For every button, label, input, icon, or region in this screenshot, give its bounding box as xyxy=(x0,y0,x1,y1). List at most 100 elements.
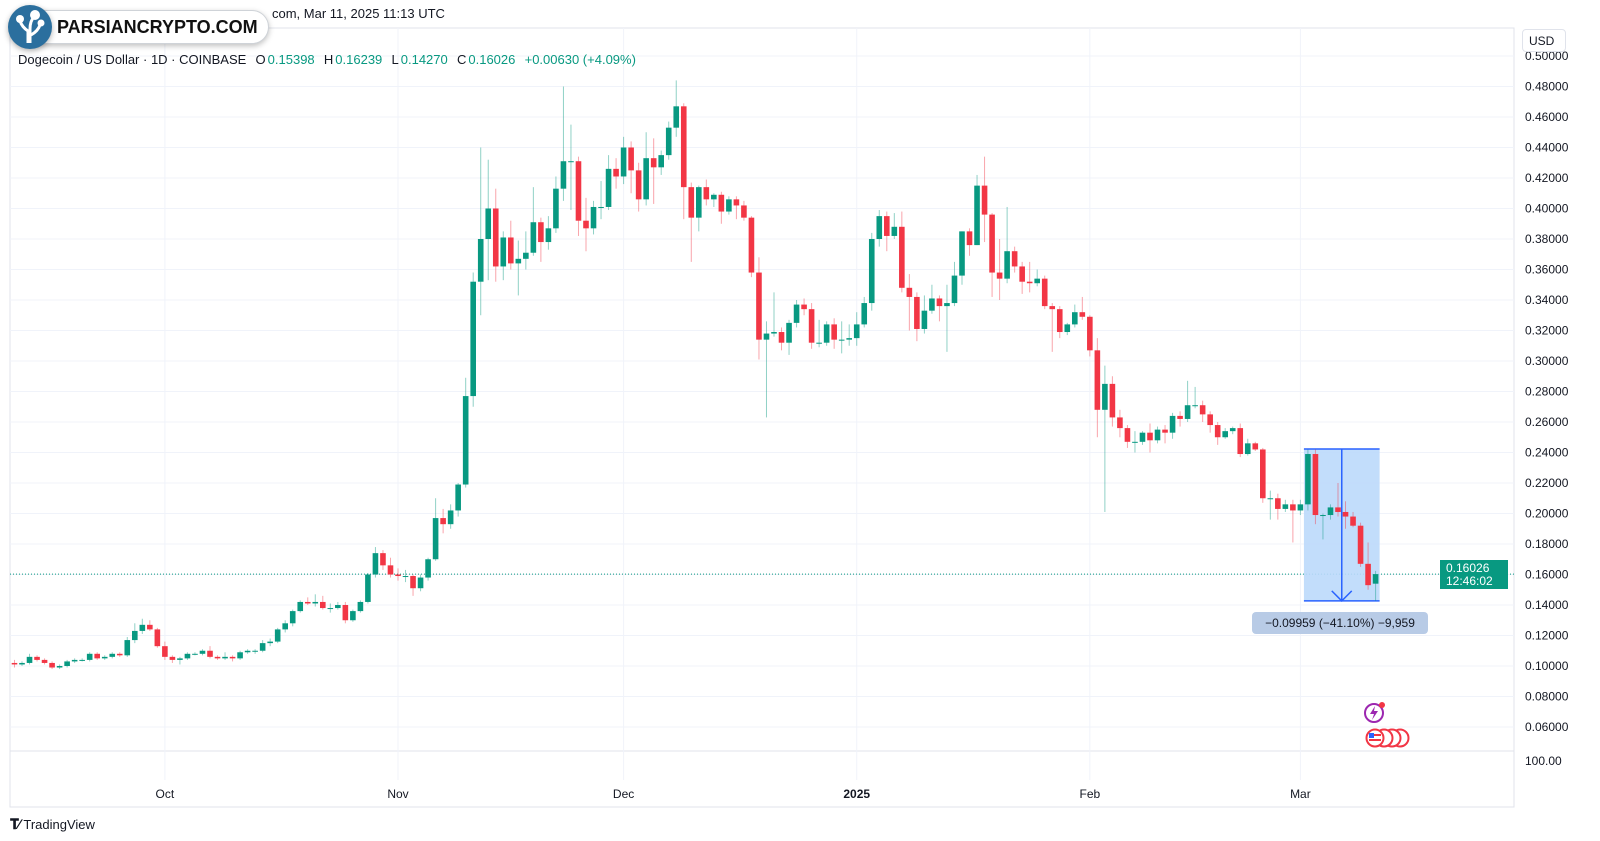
candle-body xyxy=(921,310,928,329)
candle-body xyxy=(1282,504,1289,509)
candle-body xyxy=(395,574,401,577)
candle-body xyxy=(981,185,988,215)
candle-body xyxy=(763,333,770,340)
candle xyxy=(853,312,860,346)
candle xyxy=(237,650,243,660)
candle-body xyxy=(628,147,634,171)
candle xyxy=(1184,380,1191,422)
candle xyxy=(432,498,439,561)
candle xyxy=(199,649,206,656)
candle xyxy=(395,568,401,581)
lower-pane-value: 100.00 xyxy=(1525,754,1562,768)
candle xyxy=(1087,315,1093,357)
candle xyxy=(673,80,680,137)
candle-body xyxy=(1214,425,1221,438)
candle xyxy=(274,627,281,644)
candle xyxy=(726,196,732,215)
candle-body xyxy=(64,661,70,666)
candle xyxy=(643,132,649,206)
candle-body xyxy=(79,659,85,661)
candle-body xyxy=(530,222,537,253)
candle xyxy=(1056,306,1063,339)
candle-body xyxy=(297,601,304,612)
candle-body xyxy=(575,161,582,221)
candle-body xyxy=(222,656,228,659)
candle-body xyxy=(635,170,642,200)
candle xyxy=(101,655,108,660)
candle-body xyxy=(350,611,356,621)
candle-body xyxy=(56,666,63,668)
close-value: 0.16026 xyxy=(468,52,516,67)
candle xyxy=(365,572,371,604)
us-flag-events-icon[interactable] xyxy=(1362,728,1410,748)
price-tick-label: 0.38000 xyxy=(1525,232,1569,246)
candle-body xyxy=(237,652,243,659)
price-tick-label: 0.36000 xyxy=(1525,263,1569,277)
candle xyxy=(831,318,837,349)
time-axis[interactable]: Oct Nov Dec 2025 Feb Mar xyxy=(156,787,1311,801)
candle-body xyxy=(327,608,334,610)
candle-body xyxy=(936,298,943,307)
candle-body xyxy=(523,252,529,259)
candle-body xyxy=(312,601,319,604)
candle-body xyxy=(1147,432,1153,441)
candle-body xyxy=(658,155,664,168)
candle-body xyxy=(477,239,484,282)
tradingview-logo[interactable]: 𝐓∕ TradingView xyxy=(10,816,95,833)
candle-body xyxy=(26,656,33,663)
candle xyxy=(1139,431,1146,445)
lightning-icon[interactable] xyxy=(1360,700,1388,726)
candle-body xyxy=(786,322,792,343)
candle-body xyxy=(733,199,740,206)
candle-body xyxy=(147,624,153,630)
candle xyxy=(49,661,55,670)
candle-body xyxy=(673,106,680,128)
candle-body xyxy=(432,518,439,560)
price-tick-label: 0.50000 xyxy=(1525,49,1569,63)
candle xyxy=(387,557,394,578)
price-axis[interactable]: 0.50000 0.48000 0.46000 0.44000 0.42000 0.400… xyxy=(1525,49,1569,768)
candle xyxy=(1312,449,1319,525)
candle xyxy=(1229,426,1236,435)
candle xyxy=(282,620,288,633)
candle xyxy=(778,327,785,351)
candle-body xyxy=(1064,324,1071,333)
candle-body xyxy=(365,574,371,602)
candle-body xyxy=(665,127,672,156)
candle-body xyxy=(1124,428,1131,442)
candle xyxy=(169,655,176,663)
candle-body xyxy=(545,228,552,243)
candle-body xyxy=(1229,428,1236,432)
candle-body xyxy=(49,662,55,668)
price-tick-label: 0.44000 xyxy=(1525,141,1569,155)
candle-body xyxy=(906,287,913,297)
candle xyxy=(455,483,461,517)
candle-body xyxy=(1305,454,1311,505)
candle xyxy=(974,174,980,246)
price-tick-label: 0.14000 xyxy=(1525,598,1569,612)
candle-body xyxy=(1342,511,1349,517)
currency-button[interactable]: USD xyxy=(1522,29,1566,52)
candle xyxy=(184,652,191,660)
candle-body xyxy=(929,298,935,311)
candle-body xyxy=(1199,405,1206,415)
candle xyxy=(861,296,868,328)
time-tick-label: 2025 xyxy=(843,787,870,801)
candle xyxy=(1049,303,1056,352)
candle xyxy=(207,646,213,659)
candle xyxy=(1154,426,1161,444)
candle xyxy=(605,155,612,211)
candle xyxy=(868,232,875,311)
candle-body xyxy=(259,643,266,651)
candle-body xyxy=(169,656,176,660)
symbol-name[interactable]: Dogecoin / US Dollar · 1D · COINBASE xyxy=(18,52,247,67)
candle-body xyxy=(996,272,1003,279)
price-tick-label: 0.32000 xyxy=(1525,324,1569,338)
candle-body xyxy=(139,624,146,631)
candle xyxy=(658,150,664,175)
candle xyxy=(530,187,537,256)
last-price-tag: 0.16026 12:46:02 xyxy=(1440,560,1508,589)
symbol-legend: Dogecoin / US Dollar · 1D · COINBASE O 0.… xyxy=(18,52,638,67)
candle-body xyxy=(1034,278,1040,284)
